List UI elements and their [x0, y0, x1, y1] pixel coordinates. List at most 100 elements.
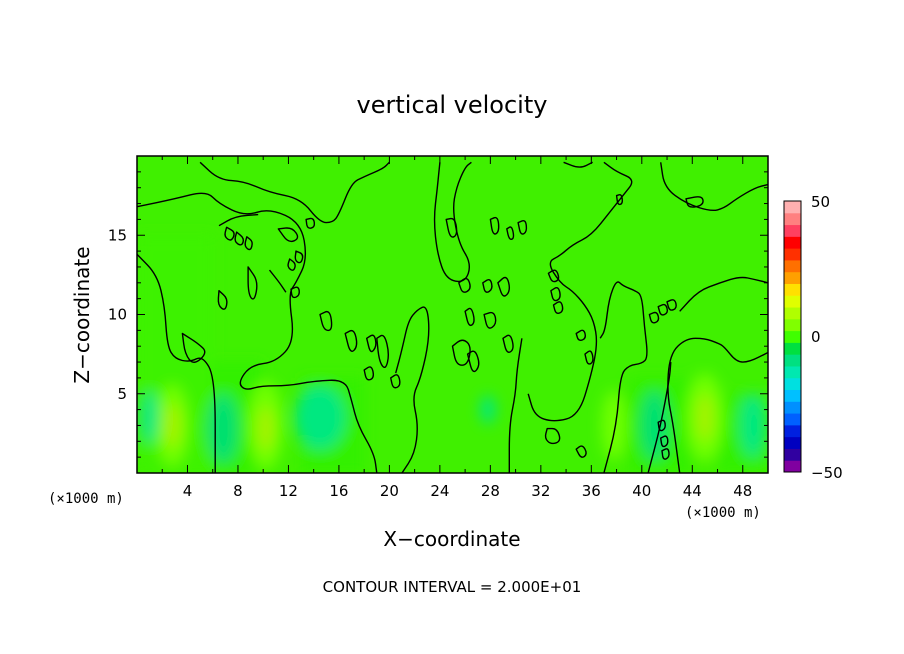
contour-closed — [224, 226, 235, 241]
colorbar-segment — [784, 212, 801, 226]
contour-closed — [544, 427, 561, 445]
contour-closed — [466, 350, 480, 373]
colorbar-label-max: 50 — [811, 193, 830, 211]
contour-closed — [489, 216, 500, 235]
contour-closed — [287, 258, 296, 271]
colorbar-segment — [784, 377, 801, 391]
x-tick-label: 36 — [582, 482, 601, 500]
contour-closed — [290, 286, 300, 299]
contour-closed — [666, 299, 677, 311]
colorbar-segment — [784, 224, 801, 237]
colorbar-segment — [784, 389, 801, 402]
field-blob — [294, 385, 346, 450]
contour-closed — [445, 217, 458, 238]
x-tick-label: 4 — [183, 482, 193, 500]
colorbar-segment — [784, 248, 801, 261]
contour-closed — [502, 334, 514, 353]
contour-closed — [464, 307, 475, 327]
contour-lines — [137, 161, 768, 473]
plot-area — [137, 156, 768, 473]
contour-closed — [497, 276, 511, 297]
field-blob — [697, 393, 713, 442]
contour-closed — [319, 310, 333, 332]
contour-closed — [648, 311, 660, 324]
contour-closed — [234, 231, 245, 246]
field-blob — [480, 395, 496, 424]
contour-closed — [661, 448, 670, 460]
x-tick-label: 28 — [481, 482, 500, 500]
x-tick-label: 20 — [380, 482, 399, 500]
contour-line — [218, 213, 259, 227]
contour-closed — [575, 329, 587, 342]
contour-line — [599, 281, 648, 473]
colorbar-segment — [784, 271, 801, 284]
y-tick-label: 5 — [117, 385, 127, 403]
contour-line — [268, 269, 287, 293]
contour-closed — [244, 236, 253, 251]
contour-closed — [685, 196, 704, 208]
colorbar-segment — [784, 318, 801, 332]
contour-closed — [552, 301, 564, 314]
x-tick-label: 24 — [430, 482, 449, 500]
contour-closed — [217, 290, 228, 310]
field-blob — [740, 393, 766, 458]
contour-closed — [482, 279, 493, 293]
colorbar-label-min: −50 — [811, 464, 843, 482]
colorbar-segment — [784, 354, 801, 367]
contour-line — [667, 337, 768, 473]
contour-closed — [458, 277, 471, 293]
x-tick-label: 8 — [233, 482, 243, 500]
colorbar-frame — [783, 200, 802, 473]
contour-line — [660, 162, 768, 212]
chart-title: vertical velocity — [357, 91, 548, 119]
contour-line — [137, 192, 378, 473]
contour-line — [199, 161, 390, 224]
contour-closed — [390, 374, 401, 389]
colorbar-segment — [784, 259, 801, 273]
y-axis-ticks: 5 10 15 — [108, 171, 768, 458]
contour-line — [527, 161, 633, 422]
contour-closed — [517, 219, 528, 235]
colorbar-segment — [784, 307, 801, 320]
x-tick-label: 12 — [279, 482, 298, 500]
colorbar-segment — [784, 236, 801, 249]
x-tick-label: 48 — [733, 482, 752, 500]
contour-line — [679, 276, 768, 312]
colorbar-segment — [784, 295, 801, 308]
contour-closed — [451, 339, 471, 366]
x-axis-label: X−coordinate — [383, 527, 520, 551]
colorbar-segment — [784, 365, 801, 379]
contour-closed — [181, 332, 206, 363]
x-tick-label: 40 — [632, 482, 651, 500]
colorbar-label-zero: 0 — [811, 328, 821, 346]
colorbar-segment — [784, 436, 801, 449]
contour-closed — [344, 329, 358, 352]
colorbar — [784, 201, 801, 473]
colorbar-segment — [784, 448, 801, 461]
contour-closed — [657, 419, 666, 432]
contour-closed — [247, 266, 258, 300]
field-blob — [207, 393, 238, 464]
contour-line — [137, 253, 216, 473]
colorbar-segment — [784, 283, 801, 296]
x-tick-label: 16 — [329, 482, 348, 500]
contour-closed — [657, 303, 669, 316]
contour-closed — [615, 193, 624, 206]
contour-interval-note: CONTOUR INTERVAL = 2.000E+01 — [323, 578, 582, 596]
contour-closed — [547, 269, 560, 283]
contour-closed — [506, 226, 515, 240]
contour-line — [647, 362, 672, 473]
field-blob — [258, 406, 274, 451]
x-unit-label: (×1000 m) — [685, 505, 761, 521]
contour-closed — [294, 250, 304, 264]
colorbar-segment — [784, 330, 801, 343]
y-tick-label: 10 — [108, 306, 127, 324]
contour-line — [508, 338, 523, 473]
contour-closed — [376, 334, 390, 369]
contour-closed — [277, 227, 299, 243]
contour-closed — [660, 435, 669, 448]
field-blob — [164, 403, 180, 448]
contour-closed — [305, 217, 316, 229]
contour-closed — [584, 350, 594, 365]
